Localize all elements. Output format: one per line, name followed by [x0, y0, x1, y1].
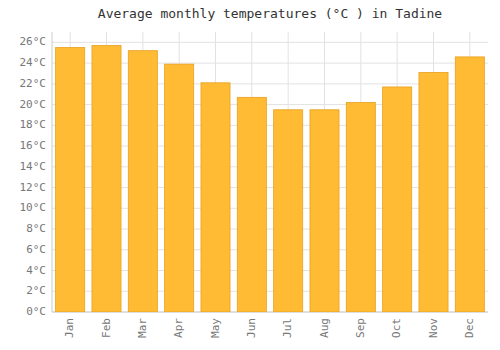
grid — [52, 32, 488, 312]
y-tick-label: 20°C — [20, 98, 47, 111]
x-tick-label: Nov — [427, 318, 440, 338]
bar — [165, 64, 194, 312]
title: Average monthly temperatures (°C ) in Ta… — [98, 6, 443, 21]
y-tick-label: 6°C — [26, 243, 46, 256]
x-tick-label: Dec — [463, 318, 476, 338]
x-tick-label: Aug — [318, 318, 331, 338]
y-tick-label: 26°C — [20, 35, 47, 48]
x-tick-label: Sep — [354, 318, 367, 338]
x-tick-label: Mar — [136, 318, 149, 338]
x-tick-label: Oct — [390, 318, 403, 338]
y-tick-label: 18°C — [20, 118, 47, 131]
y-tick-label: 2°C — [26, 284, 46, 297]
x-tick-label: Apr — [172, 318, 185, 338]
x-tick-label: May — [209, 318, 222, 338]
bar — [201, 83, 230, 312]
bar — [346, 103, 375, 312]
x-tick-label: Jul — [281, 318, 294, 338]
y-tick-label: 24°C — [20, 56, 47, 69]
y-tick-label: 0°C — [26, 305, 46, 318]
y-tick-label: 4°C — [26, 264, 46, 277]
labels: 0°C 2°C 4°C 6°C 8°C 10°C 12°C 14°C 16°C 18°C 20°C 2… — [20, 6, 476, 338]
bar — [237, 97, 266, 312]
y-tick-label: 16°C — [20, 139, 47, 152]
y-tick-label: 22°C — [20, 77, 47, 90]
bar — [274, 110, 303, 312]
y-axis-line — [52, 32, 53, 312]
x-tick-label: Feb — [100, 318, 113, 338]
chart: 0°C 2°C 4°C 6°C 8°C 10°C 12°C 14°C 16°C 18°C 20°C 2… — [0, 0, 500, 350]
bar — [455, 57, 484, 312]
axes — [52, 32, 488, 312]
bar — [92, 45, 121, 312]
y-grid-line — [52, 42, 488, 43]
bars — [56, 45, 485, 312]
x-tick-label: Jun — [245, 318, 258, 338]
bar — [383, 87, 412, 312]
y-tick-label: 12°C — [20, 181, 47, 194]
bar — [56, 48, 85, 312]
y-tick-label: 10°C — [20, 201, 47, 214]
x-tick-label: Jan — [63, 318, 76, 338]
bar — [128, 51, 157, 312]
y-tick-label: 8°C — [26, 222, 46, 235]
y-tick-label: 14°C — [20, 160, 47, 173]
bar — [310, 110, 339, 312]
bar — [419, 72, 448, 312]
